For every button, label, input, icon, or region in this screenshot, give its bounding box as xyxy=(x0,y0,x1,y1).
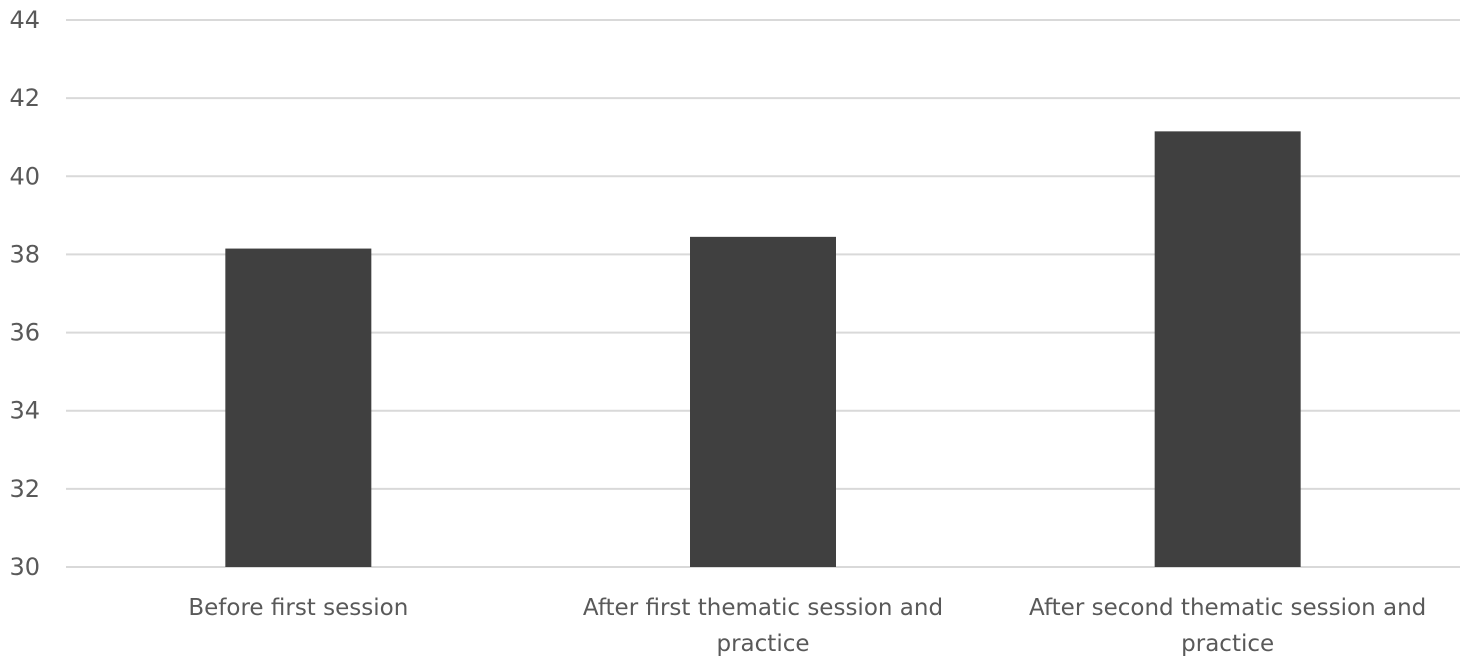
y-tick-label: 32 xyxy=(9,475,40,503)
y-tick-label: 40 xyxy=(9,162,40,190)
x-category-label-line: Before first session xyxy=(188,595,408,621)
bar-1 xyxy=(225,248,372,567)
bar-3 xyxy=(1154,131,1301,567)
y-tick-label: 36 xyxy=(9,319,40,347)
y-axis-ticks: 30 32 34 36 38 40 42 44 xyxy=(9,6,40,581)
x-axis-labels: Before first session After first thematic… xyxy=(188,595,1426,657)
x-category-label: Before first session xyxy=(188,595,408,621)
x-category-label-line: practice xyxy=(1181,631,1274,657)
y-tick-label: 42 xyxy=(9,84,40,112)
x-category-label-line: After second thematic session and xyxy=(1029,595,1426,621)
y-tick-label: 34 xyxy=(9,397,40,425)
x-category-label-line: practice xyxy=(717,631,810,657)
y-tick-label: 38 xyxy=(9,240,40,268)
y-tick-label: 44 xyxy=(9,6,40,34)
x-category-label: After second thematic session and practic… xyxy=(1029,595,1426,657)
x-category-label: After first thematic session and practice xyxy=(583,595,943,657)
bars xyxy=(225,131,1301,567)
x-category-label-line: After first thematic session and xyxy=(583,595,943,621)
bar-2 xyxy=(690,236,836,567)
y-tick-label: 30 xyxy=(9,553,40,581)
